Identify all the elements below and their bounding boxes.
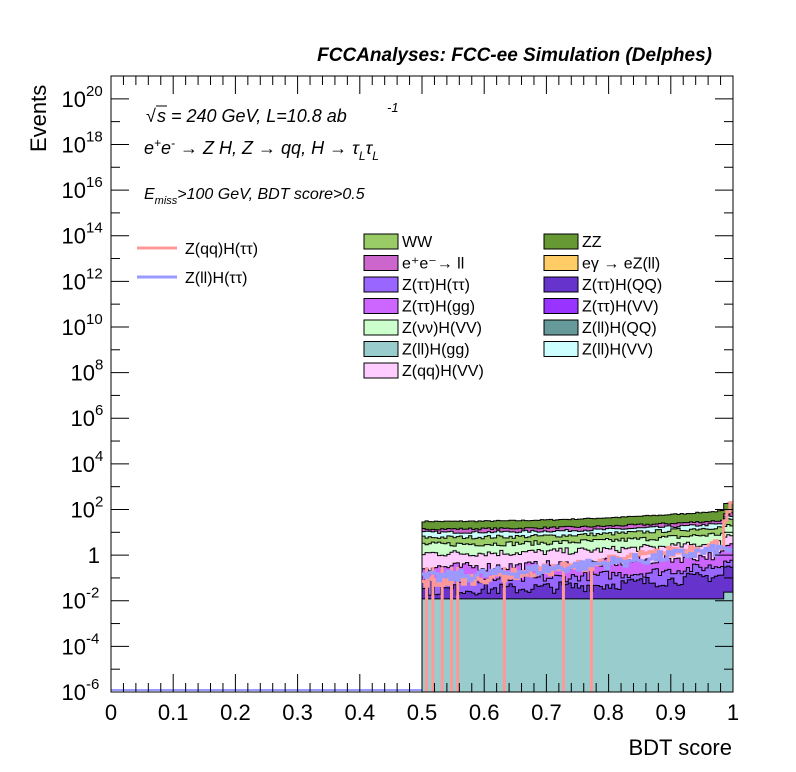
- legend-label: Z(qq)H(VV): [402, 363, 484, 380]
- y-tick-exponent: 20: [86, 83, 103, 100]
- legend-swatch: [543, 341, 579, 357]
- stack-layer: [421, 591, 734, 693]
- x-tick-label: 0.5: [407, 700, 438, 725]
- x-tick-label: 0.2: [220, 700, 251, 725]
- x-tick-label: 0.9: [656, 700, 687, 725]
- y-tick-exponent: -6: [86, 676, 99, 693]
- x-tick-label: 0.7: [531, 700, 562, 725]
- legend-label: WW: [402, 234, 433, 251]
- y-tick-exponent: 16: [86, 174, 103, 191]
- energy-sup: -1: [387, 100, 399, 115]
- y-tick-label: 10: [62, 132, 86, 157]
- signal-line: [422, 544, 733, 583]
- signal-spike: [502, 567, 506, 692]
- legend: Z(qq)H(ττ) Z(ll)H(ττ) WW ZZ e⁺e⁻→ ll eγ → eZ(…: [137, 233, 662, 380]
- legend-label: Z(νν)H(VV): [402, 320, 482, 337]
- signal-spike: [431, 567, 435, 692]
- legend-swatch: [363, 276, 399, 293]
- legend-swatch: [363, 319, 399, 336]
- signal-spike: [440, 567, 444, 692]
- sqrt-symbol: √: [146, 106, 156, 126]
- x-tick-label: 0.3: [282, 700, 313, 725]
- legend-label: Z(ττ)H(QQ): [582, 277, 662, 294]
- y-tick-label: 1: [88, 543, 100, 568]
- energy-annotation: √ s = 240 GeV, L=10.8 ab -1: [146, 100, 399, 126]
- legend-swatch: [363, 298, 399, 314]
- signal-spike: [449, 567, 453, 692]
- legend-swatch: [543, 319, 579, 336]
- signal-lines: [111, 501, 733, 692]
- y-tick-label: 10: [62, 589, 86, 614]
- legend-label: Z(ττ)H(ττ): [402, 277, 470, 294]
- y-tick-exponent: -2: [86, 585, 99, 602]
- y-tick-label: 10: [62, 87, 86, 112]
- y-tick-exponent: 18: [86, 128, 103, 145]
- y-axis-label: Events: [26, 85, 51, 152]
- axis-ticks: [110, 75, 734, 693]
- legend-label: Z(qq)H(ττ): [185, 241, 258, 258]
- selection-annotation: Emiss>100 GeV, BDT score>0.5: [144, 186, 365, 207]
- y-tick-label: 10: [71, 452, 95, 477]
- energy-text: s = 240 GeV, L=10.8 ab: [157, 106, 347, 126]
- legend-swatch: [543, 233, 579, 250]
- y-tick-label: 10: [62, 315, 86, 340]
- legend-label: ZZ: [582, 234, 602, 251]
- x-tick-label: 1: [727, 700, 739, 725]
- y-tick-exponent: 12: [86, 265, 103, 282]
- legend-label: Z(ll)H(VV): [582, 342, 653, 359]
- legend-label: Z(ττ)H(VV): [582, 299, 659, 316]
- legend-swatch: [543, 298, 579, 314]
- legend-label: Z(ll)H(QQ): [582, 320, 657, 337]
- process-text: e+e- → Z H, Z → qq, H → τLτL: [144, 136, 379, 163]
- y-tick-exponent: 14: [86, 220, 103, 237]
- y-tick-label: 10: [62, 634, 86, 659]
- x-tick-label: 0.8: [593, 700, 624, 725]
- legend-label: Z(ll)H(gg): [402, 342, 470, 359]
- legend-label: Z(ττ)H(gg): [402, 299, 475, 316]
- x-tick-labels: 0 0.1 0.2 0.3 0.4 0.5 0.6 0.7 0.8 0.9 1: [105, 700, 739, 725]
- legend-swatch: [543, 255, 579, 271]
- x-tick-label: 0.1: [158, 700, 189, 725]
- signal-spike: [589, 567, 593, 692]
- x-tick-label: 0: [105, 700, 117, 725]
- process-annotation: e+e- → Z H, Z → qq, H → τLτL: [144, 136, 379, 163]
- legend-swatch: [363, 362, 399, 379]
- y-tick-label: 10: [71, 361, 95, 386]
- y-tick-exponent: 8: [95, 357, 103, 374]
- y-tick-exponent: 6: [95, 402, 103, 419]
- y-tick-label: 10: [71, 497, 95, 522]
- legend-swatch: [543, 276, 579, 293]
- y-tick-exponent: 10: [86, 311, 103, 328]
- signal-spike: [561, 567, 565, 692]
- y-tick-label: 10: [62, 680, 86, 705]
- x-tick-label: 0.4: [345, 700, 376, 725]
- x-tick-label: 0.6: [469, 700, 500, 725]
- legend-swatch: [363, 233, 399, 250]
- y-tick-label: 10: [62, 178, 86, 203]
- y-tick-label: 10: [71, 406, 95, 431]
- y-tick-label: 10: [62, 224, 86, 249]
- legend-label: eγ → eZ(ll): [582, 256, 660, 273]
- signal-spike: [425, 567, 429, 692]
- legend-swatch: [363, 255, 399, 271]
- y-tick-exponent: 4: [95, 448, 103, 465]
- selection-text: Emiss>100 GeV, BDT score>0.5: [144, 186, 365, 207]
- y-tick-label: 10: [62, 269, 86, 294]
- y-tick-exponent: 2: [95, 493, 103, 510]
- background-stack: [421, 502, 734, 693]
- legend-swatch: [363, 341, 399, 357]
- chart-title: FCCAnalyses: FCC-ee Simulation (Delphes): [317, 45, 712, 66]
- legend-label: Z(ll)H(ττ): [185, 270, 247, 287]
- y-tick-exponent: -4: [86, 630, 99, 647]
- x-axis-label: BDT score: [628, 735, 732, 760]
- signal-spike: [456, 567, 460, 692]
- legend-label: e⁺e⁻→ ll: [402, 256, 464, 273]
